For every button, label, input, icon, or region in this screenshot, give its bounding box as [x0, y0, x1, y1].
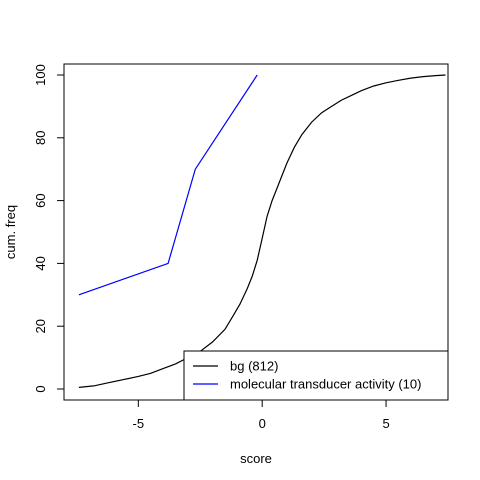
y-tick-label: 40	[33, 256, 48, 270]
y-tick-label: 80	[33, 131, 48, 145]
series-line-1	[78, 74, 446, 388]
y-axis-label: cum. freq	[3, 205, 18, 259]
x-axis-label: score	[240, 451, 272, 466]
x-tick-label: -5	[133, 416, 145, 431]
y-tick-label: 60	[33, 193, 48, 207]
legend: bg (812) molecular transducer activity (1…	[183, 350, 449, 401]
series-layer	[78, 74, 446, 388]
y-axis: 0 20 40 60 80 100	[33, 64, 65, 393]
x-tick-label: 0	[259, 416, 266, 431]
series-line-2	[78, 74, 258, 296]
y-tick-label: 0	[33, 385, 48, 392]
y-tick-label: 20	[33, 319, 48, 333]
y-tick-label: 100	[33, 64, 48, 86]
legend-label-1: bg (812)	[230, 359, 278, 374]
x-tick-label: 5	[382, 416, 389, 431]
legend-box	[183, 350, 449, 401]
legend-label-2: molecular transducer activity (10)	[230, 377, 421, 392]
